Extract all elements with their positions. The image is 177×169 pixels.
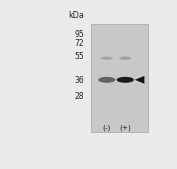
Text: 72: 72 [74,39,84,48]
Ellipse shape [119,57,131,60]
Text: (+): (+) [119,125,131,131]
Ellipse shape [117,77,134,83]
Text: 28: 28 [74,92,84,101]
Text: kDa: kDa [68,11,84,20]
Text: 95: 95 [74,30,84,40]
Ellipse shape [98,77,115,83]
Text: 36: 36 [74,76,84,85]
Bar [91,24,148,132]
Polygon shape [135,76,144,84]
Text: 55: 55 [74,52,84,61]
Text: (-): (-) [103,125,111,131]
Ellipse shape [101,57,113,60]
